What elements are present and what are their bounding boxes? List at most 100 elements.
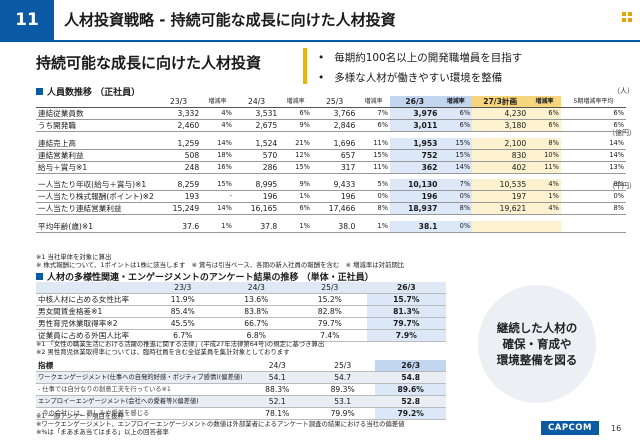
table-row: 一人当たり年収(給与＋賞与)※1 8,259 15% 8,995 9% 9,433 5% 10…	[36, 179, 626, 191]
table-cell: 0%	[439, 190, 473, 203]
column-header: 指標	[36, 360, 245, 372]
table-cell: 81.3%	[366, 305, 446, 318]
table-cell: 9%	[279, 179, 312, 191]
summary-circle: 継続した人材の 確保・育成や 環境整備を図る	[478, 285, 596, 403]
bullet-list: 毎期約100名以上の開発職増員を目指す 多様な人材が働きやすい環境を整備	[318, 48, 522, 88]
table-cell: -	[201, 190, 234, 203]
table-cell: 8%	[560, 179, 626, 191]
table-cell: 3,011	[389, 119, 440, 132]
table-cell: 83.8%	[219, 305, 294, 318]
table-row: 連結売上高 1,259 14% 1,524 21% 1,696 11% 1,953 15% 2,1…	[36, 137, 626, 150]
table-cell: 1%	[357, 220, 390, 233]
engagement-table: 指標 24/3 25/3 26/3 ワークエンゲージメント(仕事への自発的好感・…	[36, 360, 446, 420]
column-header: 27/3計画	[472, 96, 529, 108]
table-row: - 今の会社には、親しみや愛着を感じる 78.1% 79.9% 79.2%	[36, 407, 446, 420]
table-cell: 45.5%	[146, 317, 220, 330]
row-label: 連結従業員数	[36, 107, 156, 120]
column-header: 26/3	[389, 96, 440, 108]
table-row: 平均年齢(歳)※1 37.6 1% 37.8 1% 38.0 1% 38.1 0%	[36, 220, 626, 233]
table-cell: 85.4%	[146, 305, 220, 318]
table2-note: ※2 男性育児休業取得率については、臨時社員を含む全従業員を集計対象としておりま…	[36, 348, 290, 356]
table-cell: 37.8	[233, 220, 280, 233]
table-cell: 3,332	[155, 107, 202, 120]
circle-line: 継続した人材の	[496, 321, 578, 335]
table-cell: 16%	[201, 161, 234, 174]
table-cell: 1,953	[389, 137, 440, 150]
table-cell: 1,696	[311, 137, 358, 150]
table-cell: 7.4%	[293, 329, 367, 342]
table-cell: 197	[472, 190, 529, 203]
row-label: うち開発職	[36, 119, 156, 132]
row-label: 男性育児休業取得率※2	[36, 317, 146, 330]
table-cell: 10%	[528, 149, 561, 162]
table-cell: 286	[233, 161, 280, 174]
column-header: 24/3	[233, 96, 280, 108]
table-cell: 6%	[560, 119, 626, 132]
table-cell: 66.7%	[219, 317, 294, 330]
table-cell: 10,130	[389, 179, 440, 191]
table-cell: 5%	[357, 179, 390, 191]
table-cell: 1%	[279, 190, 312, 203]
table-cell: 8%	[439, 202, 473, 215]
table-cell: 6%	[279, 107, 312, 120]
table-cell: 0%	[560, 190, 626, 203]
table-row: - 仕事では自分なりの創意工夫を行っている※1 88.3% 89.3% 89.6%	[36, 383, 446, 396]
table-cell: 1%	[528, 190, 561, 203]
table-cell: 6%	[439, 107, 473, 120]
table-cell: 12%	[279, 149, 312, 162]
table-cell: 402	[472, 161, 529, 174]
table-row: 男性育児休業取得率※2 45.5% 66.7% 79.7% 79.7%	[36, 317, 446, 330]
table-cell: 6%	[560, 107, 626, 120]
table-cell: 7%	[439, 179, 473, 191]
row-label: - 仕事では自分なりの創意工夫を行っている※1	[36, 383, 245, 396]
column-header: 25/3	[293, 282, 367, 294]
table-cell: 15%	[439, 137, 473, 150]
table-row: 中核人材に占める女性比率 11.9% 13.6% 15.2% 15.7%	[36, 293, 446, 306]
table2-note: ※1 「女性の職業生活における活躍の推進に関する法律」(平成27年法律第64号)…	[36, 340, 325, 348]
table-cell: 1%	[279, 220, 312, 233]
table-cell: 79.7%	[366, 317, 446, 330]
table-cell: 6%	[279, 202, 312, 215]
row-label: ワークエンゲージメント(仕事への自発的好感・ポジティブ感情)(偏差値)	[36, 371, 245, 384]
table-cell: 15%	[279, 161, 312, 174]
circle-line: 環境整備を図る	[496, 353, 578, 367]
table-cell: 9%	[279, 119, 312, 132]
column-header: 増減率	[357, 96, 390, 108]
table-header-row: 指標 24/3 25/3 26/3	[36, 360, 446, 372]
table-cell: 317	[311, 161, 358, 174]
table3-note: ※ワークエンゲージメント、エンプロイーエンゲージメントの数値は外部業者によるアン…	[36, 420, 405, 428]
table-cell: 657	[311, 149, 358, 162]
column-header: 25/3	[311, 96, 358, 108]
table-cell: 2,846	[311, 119, 358, 132]
table-cell: 4%	[528, 179, 561, 191]
column-header: 24/3	[219, 282, 294, 294]
corner-dots-icon	[622, 12, 632, 22]
column-header: 23/3	[155, 96, 202, 108]
row-label: 一人当たり連結営業利益	[36, 202, 156, 215]
table3-note: ※1 一部アンケート項目を抜粋	[36, 412, 124, 420]
table-row: 連結営業利益 508 18% 570 12% 657 15% 752 15% 830 10% 14%	[36, 149, 626, 162]
subtitle: 持続可能な成長に向けた人材投資	[36, 54, 262, 72]
table-cell: 17,466	[311, 202, 358, 215]
staff-table: 23/3 増減率 24/3 増減率 25/3 増減率 26/3 増減率 27/3…	[36, 96, 626, 233]
table-cell: 89.6%	[375, 383, 446, 396]
table-cell: 52.1	[244, 395, 310, 408]
table-cell: 14%	[201, 202, 234, 215]
table-cell: 2,460	[155, 119, 202, 132]
table-header-row: 23/3 増減率 24/3 増減率 25/3 増減率 26/3 増減率 27/3…	[36, 96, 626, 108]
table-row: 一人当たり株式報酬(ポイント)※2 193-196 1% 196 0% 196 0% 197 1…	[36, 190, 626, 203]
table-cell: 193	[155, 190, 202, 203]
page-number: 16	[611, 424, 622, 433]
table-cell: 78.1%	[244, 407, 310, 420]
section-number: 11	[0, 0, 54, 40]
table-cell: 7.9%	[366, 329, 446, 342]
column-header: 23/3	[146, 282, 220, 294]
circle-line: 確保・育成や	[502, 337, 572, 351]
table-cell: 8,259	[155, 179, 202, 191]
section1-title: 人員数推移 （正社員）	[36, 85, 140, 98]
column-header: 増減率	[279, 96, 312, 108]
row-label: 一人当たり株式報酬(ポイント)※2	[36, 190, 156, 203]
row-label: 一人当たり年収(給与＋賞与)※1	[36, 179, 156, 191]
row-label: エンプロイーエンゲージメント(会社への愛着等)(偏差値)	[36, 395, 245, 408]
table-cell: 3,976	[389, 107, 440, 120]
